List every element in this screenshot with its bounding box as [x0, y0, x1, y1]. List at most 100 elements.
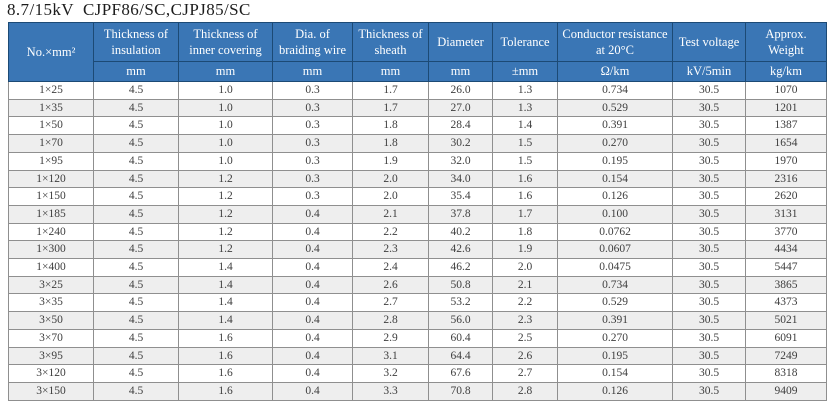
- data-cell: 1.0: [178, 98, 273, 118]
- data-cell: 4.5: [93, 169, 179, 189]
- data-cell: 4.5: [93, 151, 179, 171]
- data-cell: 4.5: [93, 98, 179, 118]
- data-cell: 30.5: [672, 364, 746, 383]
- data-cell: 1.6: [178, 328, 273, 348]
- table-row: 1×95 4.5 1.0 0.3 1.9 32.0 1.5 0.195 30.5 1970: [8, 151, 827, 171]
- data-cell: 0.0607: [557, 240, 673, 260]
- data-cell: 30.5: [672, 240, 746, 260]
- row-size-cell: 1×50: [8, 116, 94, 136]
- data-cell: 50.8: [428, 275, 493, 295]
- data-cell: 4.5: [93, 240, 179, 260]
- data-cell: 37.8: [428, 204, 493, 224]
- data-cell: 40.2: [428, 222, 493, 242]
- data-cell: 3865: [745, 275, 827, 295]
- data-cell: 26.0: [428, 81, 493, 100]
- data-cell: 2.3: [352, 240, 429, 260]
- row-size-cell: 1×35: [8, 98, 94, 118]
- data-cell: 4.5: [93, 134, 179, 153]
- data-cell: 1.0: [178, 134, 273, 153]
- row-size-cell: 3×50: [8, 311, 94, 330]
- data-cell: 0.391: [557, 311, 673, 330]
- data-cell: 1.0: [178, 81, 273, 100]
- data-cell: 30.5: [672, 311, 746, 330]
- table-row: 1×400 4.5 1.4 0.4 2.4 46.2 2.0 0.0475 30.5 5447: [8, 258, 827, 277]
- row-size-cell: 3×95: [8, 346, 94, 366]
- column-header-5: Tolerance: [492, 22, 558, 62]
- data-cell: 1.3: [492, 81, 558, 100]
- data-cell: 4.5: [93, 222, 179, 242]
- data-cell: 3770: [745, 222, 827, 242]
- data-cell: 1.0: [178, 151, 273, 171]
- column-header-7: Test voltage: [672, 22, 746, 62]
- data-cell: 1.4: [178, 293, 273, 313]
- data-cell: 4.5: [93, 364, 179, 383]
- column-unit-3: mm: [352, 61, 429, 82]
- data-cell: 30.5: [672, 275, 746, 295]
- data-cell: 9409: [745, 381, 827, 401]
- data-cell: 0.4: [272, 311, 353, 330]
- data-cell: 2.7: [352, 293, 429, 313]
- data-cell: 0.4: [272, 381, 353, 401]
- row-size-cell: 1×300: [8, 240, 94, 260]
- data-cell: 0.529: [557, 98, 673, 118]
- data-cell: 4.5: [93, 187, 179, 206]
- row-size-cell: 3×35: [8, 293, 94, 313]
- data-cell: 3131: [745, 204, 827, 224]
- column-unit-7: kV/5min: [672, 61, 746, 82]
- data-cell: 0.529: [557, 293, 673, 313]
- data-cell: 1.4: [178, 275, 273, 295]
- data-cell: 8318: [745, 364, 827, 383]
- data-cell: 0.154: [557, 364, 673, 383]
- table-row: 1×185 4.5 1.2 0.4 2.1 37.8 1.7 0.100 30.5 3131: [8, 204, 827, 224]
- data-cell: 4.5: [93, 311, 179, 330]
- data-cell: 1.4: [178, 311, 273, 330]
- data-cell: 4.5: [93, 204, 179, 224]
- column-header-2: Dia. of braiding wire: [272, 22, 353, 62]
- data-cell: 32.0: [428, 151, 493, 171]
- column-header-1: Thickness of inner covering: [178, 22, 273, 62]
- table-row: 3×95 4.5 1.6 0.4 3.1 64.4 2.6 0.195 30.5 7249: [8, 346, 827, 366]
- data-cell: 1.7: [492, 204, 558, 224]
- table-row: 1×35 4.5 1.0 0.3 1.7 27.0 1.3 0.529 30.5 1201: [8, 98, 827, 118]
- data-cell: 7249: [745, 346, 827, 366]
- table-row: 3×35 4.5 1.4 0.4 2.7 53.2 2.2 0.529 30.5 4373: [8, 293, 827, 313]
- data-cell: 30.5: [672, 81, 746, 100]
- data-cell: 0.734: [557, 275, 673, 295]
- data-cell: 1.6: [178, 381, 273, 401]
- data-cell: 30.5: [672, 134, 746, 153]
- data-cell: 30.5: [672, 381, 746, 401]
- header-row-labels: No.×mm² Thickness of insulation Thickness…: [8, 22, 827, 82]
- data-cell: 30.5: [672, 169, 746, 189]
- table-row: 3×150 4.5 1.6 0.4 3.3 70.8 2.8 0.126 30.5 9409: [8, 381, 827, 401]
- data-cell: 1.3: [492, 98, 558, 118]
- data-cell: 0.195: [557, 151, 673, 171]
- data-cell: 30.5: [672, 258, 746, 277]
- corner-header-cell: No.×mm²: [8, 22, 94, 82]
- data-cell: 1.2: [178, 187, 273, 206]
- data-cell: 1070: [745, 81, 827, 100]
- data-cell: 0.4: [272, 222, 353, 242]
- data-cell: 3.3: [352, 381, 429, 401]
- data-cell: 4.5: [93, 293, 179, 313]
- data-cell: 30.5: [672, 204, 746, 224]
- data-cell: 5021: [745, 311, 827, 330]
- column-header-0: Thickness of insulation: [93, 22, 179, 62]
- table-row: 3×50 4.5 1.4 0.4 2.8 56.0 2.3 0.391 30.5 5021: [8, 311, 827, 330]
- column-unit-6: Ω/km: [557, 61, 673, 82]
- column-header-8: Approx. Weight: [745, 22, 827, 62]
- data-cell: 6091: [745, 328, 827, 348]
- table-body: 1×25 4.5 1.0 0.3 1.7 26.0 1.3 0.734 30.5 1070 1×35…: [8, 81, 827, 401]
- data-cell: 4434: [745, 240, 827, 260]
- data-cell: 1.6: [178, 346, 273, 366]
- row-size-cell: 3×25: [8, 275, 94, 295]
- data-cell: 30.5: [672, 151, 746, 171]
- table-row: 1×25 4.5 1.0 0.3 1.7 26.0 1.3 0.734 30.5 1070: [8, 81, 827, 100]
- spec-table: No.×mm² Thickness of insulation Thickness…: [8, 22, 827, 401]
- table-row: 1×300 4.5 1.2 0.4 2.3 42.6 1.9 0.0607 30.5 4434: [8, 240, 827, 260]
- data-cell: 2.1: [352, 204, 429, 224]
- data-cell: 34.0: [428, 169, 493, 189]
- data-cell: 0.126: [557, 381, 673, 401]
- column-header-4: Diameter: [428, 22, 493, 62]
- data-cell: 0.4: [272, 204, 353, 224]
- column-unit-0: mm: [93, 61, 179, 82]
